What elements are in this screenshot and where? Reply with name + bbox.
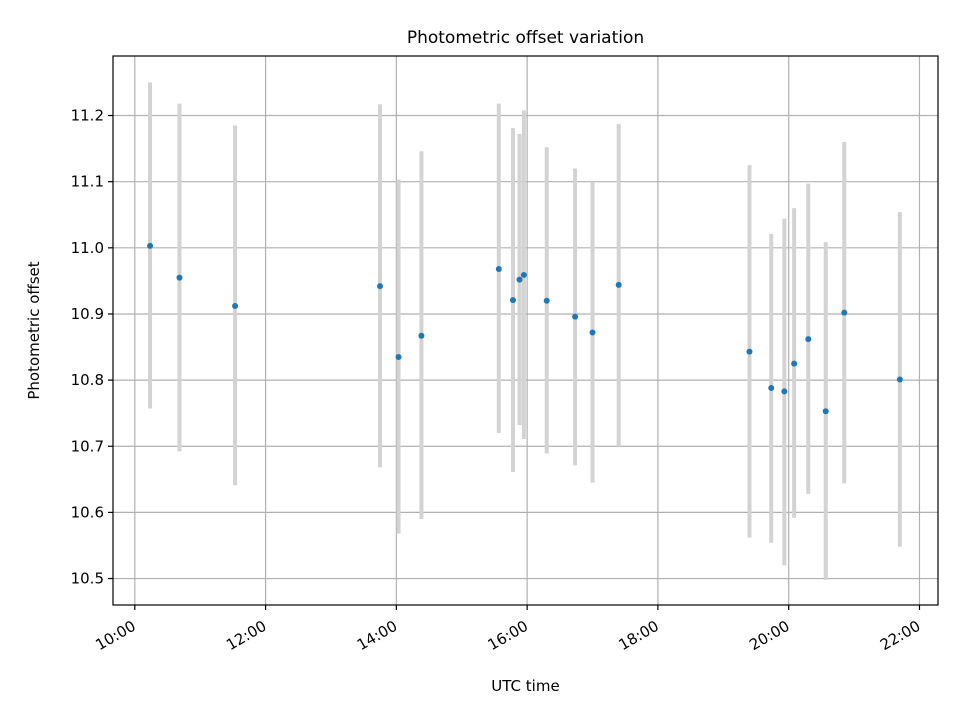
data-point <box>232 303 239 310</box>
data-points <box>147 242 903 415</box>
data-point <box>841 309 848 316</box>
data-point <box>509 297 516 304</box>
data-point <box>805 336 812 343</box>
data-point <box>495 265 502 272</box>
data-point <box>377 283 384 290</box>
plot-frame <box>112 55 939 606</box>
y-tick-label: 10.5 <box>71 570 104 588</box>
data-point <box>395 353 402 360</box>
data-point <box>746 348 753 355</box>
data-point <box>768 385 775 392</box>
y-tick-label: 10.6 <box>71 503 104 521</box>
data-point <box>589 329 596 336</box>
y-tick-label: 10.8 <box>71 371 104 389</box>
data-point <box>520 271 527 278</box>
data-point <box>147 242 154 249</box>
data-point <box>543 297 550 304</box>
y-tick-label: 11.1 <box>71 173 104 191</box>
data-point <box>791 360 798 367</box>
data-point <box>781 388 788 395</box>
data-point <box>822 408 829 415</box>
y-axis-label: Photometric offset <box>25 261 43 399</box>
data-point <box>572 313 579 320</box>
data-point <box>176 274 183 281</box>
x-axis-label: UTC time <box>491 677 559 695</box>
y-axis-ticks: 10.5 10.6 10.7 10.8 10.9 11.0 11.1 11.2 <box>71 107 113 588</box>
chart-title: Photometric offset variation <box>407 28 644 48</box>
y-tick-label: 10.9 <box>71 305 104 323</box>
data-point <box>896 376 903 383</box>
data-point <box>516 276 523 283</box>
y-tick-label: 10.7 <box>71 437 104 455</box>
data-point <box>615 281 622 288</box>
data-point <box>418 332 425 339</box>
y-tick-label: 11.0 <box>71 239 104 257</box>
y-tick-label: 11.2 <box>71 107 104 125</box>
